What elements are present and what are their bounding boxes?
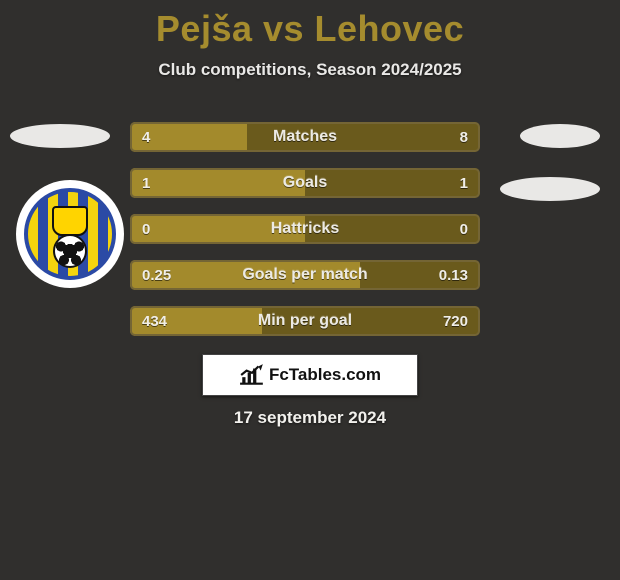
stat-right-fill — [262, 306, 480, 336]
stat-left-fill — [130, 214, 305, 244]
page-title: Pejša vs Lehovec — [0, 0, 620, 50]
watermark: FcTables.com — [202, 354, 418, 396]
comparison-card: Pejša vs Lehovec Club competitions, Seas… — [0, 0, 620, 580]
player-right-photo-placeholder-2 — [500, 177, 600, 201]
stat-row: 48Matches — [130, 122, 480, 152]
badge-stripes — [24, 188, 116, 280]
player-left-photo-placeholder — [10, 124, 110, 148]
stat-row: 0.250.13Goals per match — [130, 260, 480, 290]
stat-right-fill — [305, 168, 480, 198]
stat-right-fill — [305, 214, 480, 244]
badge-ring — [16, 180, 124, 288]
page-subtitle: Club competitions, Season 2024/2025 — [0, 60, 620, 80]
stat-left-fill — [130, 168, 305, 198]
player-left-club-badge — [16, 180, 124, 288]
stat-row: 00Hattricks — [130, 214, 480, 244]
stat-right-fill — [360, 260, 480, 290]
chart-icon — [239, 364, 265, 386]
stat-right-fill — [247, 122, 480, 152]
badge-shield-icon — [52, 206, 88, 236]
stat-left-fill — [130, 122, 247, 152]
stat-left-fill — [130, 260, 360, 290]
snapshot-date: 17 september 2024 — [0, 408, 620, 428]
stat-bars: 48Matches 11Goals 00Hattricks 0.250.13Goals… — [130, 122, 480, 352]
stat-row: 434720Min per goal — [130, 306, 480, 336]
player-right-photo-placeholder-1 — [520, 124, 600, 148]
badge-ball-icon — [53, 234, 87, 268]
watermark-text: FcTables.com — [269, 365, 381, 385]
stat-row: 11Goals — [130, 168, 480, 198]
stat-left-fill — [130, 306, 262, 336]
